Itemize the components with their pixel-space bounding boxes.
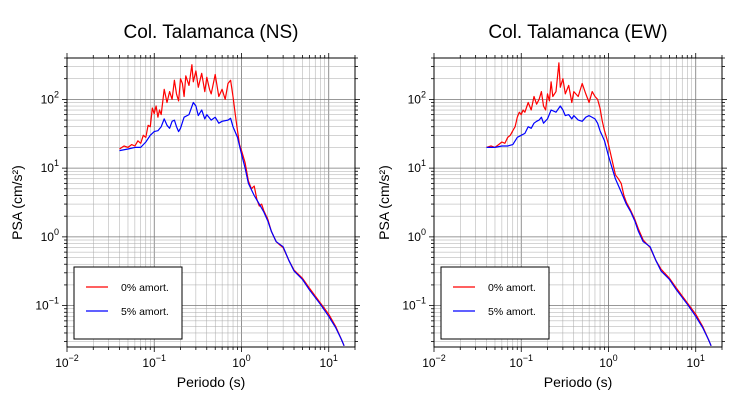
legend-label-1: 5% amort. <box>488 306 536 318</box>
legend-label-0: 0% amort. <box>121 282 169 294</box>
series-line-1 <box>486 105 712 347</box>
y-tick-label: 100 <box>408 227 426 244</box>
series-lines <box>486 62 712 347</box>
plot-frame <box>66 57 356 348</box>
axis-ticks <box>62 53 360 352</box>
series-line-0 <box>486 62 712 347</box>
chart-title: Col. Talamanca (NS) <box>124 22 299 43</box>
x-axis-label: Periodo (s) <box>544 374 612 390</box>
x-tick-label: 10−2 <box>55 353 79 370</box>
y-tick-label: 100 <box>41 227 59 244</box>
y-tick-label: 10−1 <box>35 296 59 313</box>
legend-box <box>73 266 183 340</box>
series-lines <box>119 64 345 347</box>
y-tick-label: 101 <box>408 158 426 175</box>
chart-panel-ns: Col. Talamanca (NS) 10−2 10−1 100 101 10−11… <box>9 22 360 390</box>
x-tick-labels: 10−2 10−1 100 101 <box>55 353 338 370</box>
x-tick-label: 101 <box>687 353 705 370</box>
plot-frame <box>433 57 723 348</box>
y-tick-label: 10−1 <box>402 296 426 313</box>
legend: 0% amort. 5% amort. <box>440 266 550 340</box>
x-tick-label: 100 <box>599 353 617 370</box>
x-tick-label: 100 <box>232 353 250 370</box>
legend-label-1: 5% amort. <box>121 306 169 318</box>
legend-label-0: 0% amort. <box>488 282 536 294</box>
chart-title: Col. Talamanca (EW) <box>488 22 667 43</box>
y-tick-label: 101 <box>41 158 59 175</box>
x-axis-label: Periodo (s) <box>177 374 245 390</box>
axis-ticks <box>429 53 727 352</box>
y-tick-labels: 10−1 100 101 102 <box>402 89 426 312</box>
x-tick-label: 10−2 <box>422 353 446 370</box>
chart-panel-ew: Col. Talamanca (EW) 10−2 10−1 100 101 10−11… <box>376 22 727 390</box>
x-tick-label: 101 <box>320 353 338 370</box>
y-tick-label: 102 <box>408 89 426 106</box>
x-tick-labels: 10−2 10−1 100 101 <box>422 353 705 370</box>
y-axis-label: PSA (cm/s²) <box>376 165 392 240</box>
y-tick-labels: 10−1 100 101 102 <box>35 89 59 312</box>
legend: 0% amort. 5% amort. <box>73 266 183 340</box>
x-tick-label: 10−1 <box>142 353 166 370</box>
legend-box <box>440 266 550 340</box>
y-tick-label: 102 <box>41 89 59 106</box>
y-axis-label: PSA (cm/s²) <box>9 165 25 240</box>
series-line-1 <box>119 101 345 347</box>
x-tick-label: 10−1 <box>509 353 533 370</box>
